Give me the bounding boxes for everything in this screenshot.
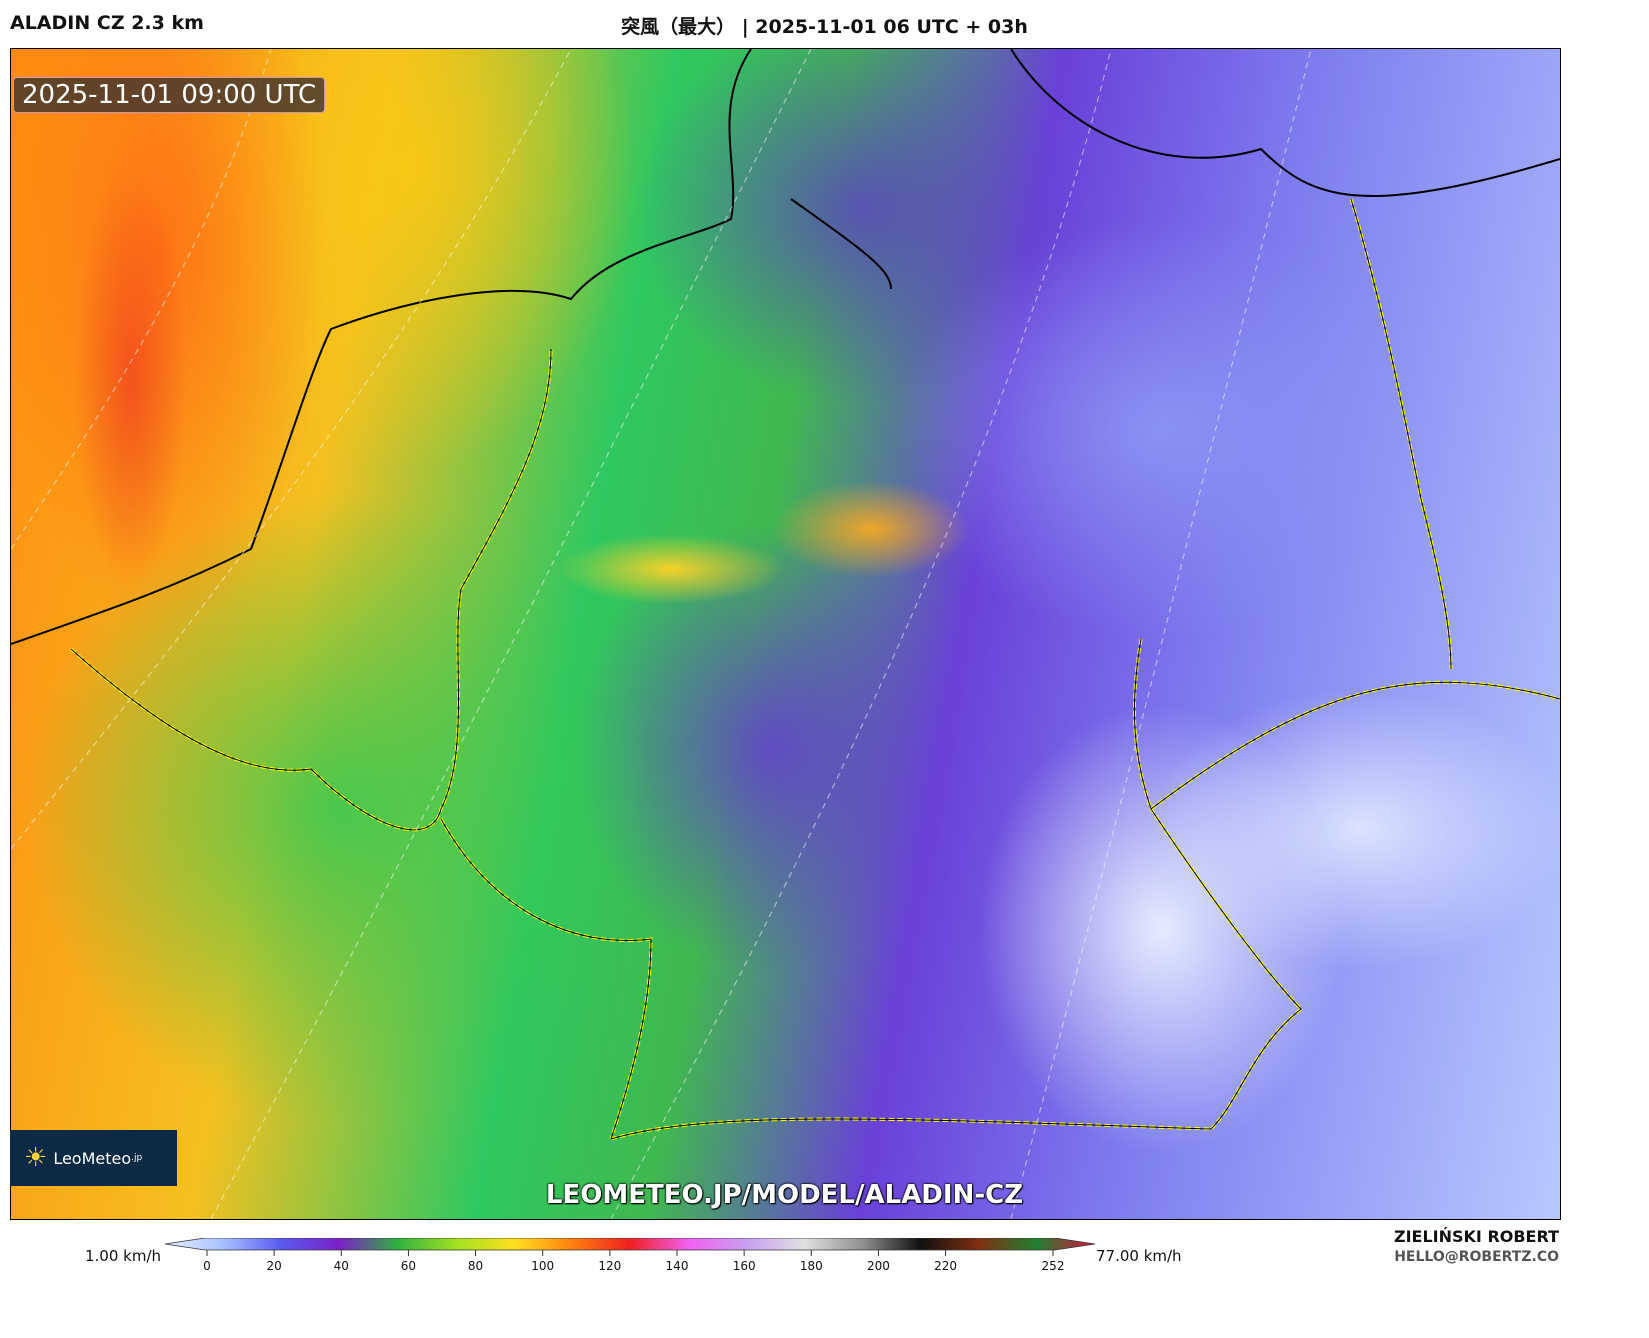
logo-text: LeoMeteo: [53, 1148, 132, 1168]
logo-suffix: .jp: [131, 1153, 143, 1163]
coastline: [11, 49, 752, 645]
colorbar-tick-label: 60: [400, 1259, 417, 1273]
colorbar-tick-label: 80: [467, 1259, 484, 1273]
coastline-baltic: [790, 49, 1560, 290]
model-name: ALADIN CZ 2.3 km: [10, 12, 204, 34]
colorbar-min-label: 1.00 km/h: [85, 1247, 162, 1265]
colorbar-tick-label: 180: [799, 1259, 823, 1273]
colorbar: [165, 1238, 1096, 1256]
colorbar-tick-label: 20: [266, 1259, 282, 1273]
isobars: [11, 49, 1312, 1219]
borders-overlay: [11, 49, 1560, 1219]
colorbar-tick-label: 140: [665, 1259, 689, 1273]
colorbar-bar: [165, 1238, 1096, 1251]
country-border: [70, 198, 1560, 1141]
author-name: ZIELIŃSKI ROBERT: [1393, 1227, 1559, 1246]
colorbar-tick-label: 252: [1041, 1259, 1065, 1273]
valid-time-label: 2025-11-01 09:00 UTC: [13, 77, 326, 113]
leometeo-logo[interactable]: ☀ LeoMeteo .jp: [10, 1130, 177, 1186]
chart-title: 突風（最大） | 2025-11-01 06 UTC + 03h: [621, 16, 1028, 38]
colorbar-tick-label: 40: [333, 1259, 349, 1273]
author-email[interactable]: HELLO@ROBERTZ.CO: [1394, 1249, 1559, 1265]
colorbar-tick-label: 160: [732, 1259, 756, 1273]
weather-map[interactable]: 2025-11-01 09:00 UTC: [10, 48, 1561, 1220]
watermark-url: LEOMETEO.JP/MODEL/ALADIN-CZ: [545, 1180, 1024, 1210]
colorbar-tick-label: 220: [934, 1259, 958, 1273]
colorbar-tick-label: 0: [203, 1259, 211, 1273]
colorbar-tick-label: 200: [866, 1259, 890, 1273]
colorbar-tick-label: 100: [531, 1259, 555, 1273]
colorbar-max-label: 77.00 km/h: [1096, 1247, 1182, 1265]
sun-icon: ☀: [24, 1143, 48, 1173]
colorbar-tick-label: 120: [598, 1259, 622, 1273]
